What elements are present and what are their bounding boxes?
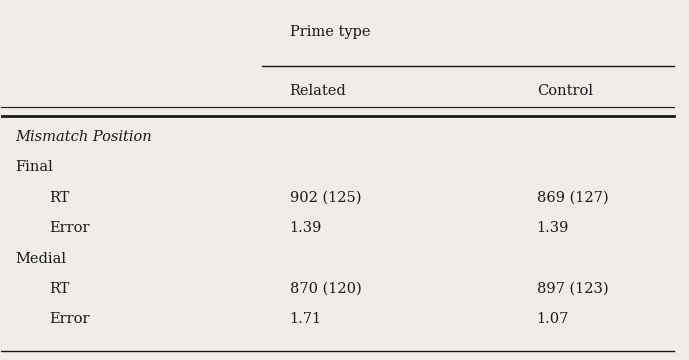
- Text: 869 (127): 869 (127): [537, 191, 608, 205]
- Text: RT: RT: [50, 282, 70, 296]
- Text: Error: Error: [50, 312, 90, 326]
- Text: 897 (123): 897 (123): [537, 282, 608, 296]
- Text: 1.71: 1.71: [289, 312, 322, 326]
- Text: Medial: Medial: [15, 252, 66, 266]
- Text: Mismatch Position: Mismatch Position: [15, 130, 152, 144]
- Text: 1.39: 1.39: [289, 221, 322, 235]
- Text: Control: Control: [537, 84, 593, 98]
- Text: 902 (125): 902 (125): [289, 191, 361, 205]
- Text: Related: Related: [289, 84, 347, 98]
- Text: 1.39: 1.39: [537, 221, 569, 235]
- Text: Final: Final: [15, 161, 53, 175]
- Text: Prime type: Prime type: [289, 25, 370, 39]
- Text: RT: RT: [50, 191, 70, 205]
- Text: 870 (120): 870 (120): [289, 282, 361, 296]
- Text: 1.07: 1.07: [537, 312, 569, 326]
- Text: Error: Error: [50, 221, 90, 235]
